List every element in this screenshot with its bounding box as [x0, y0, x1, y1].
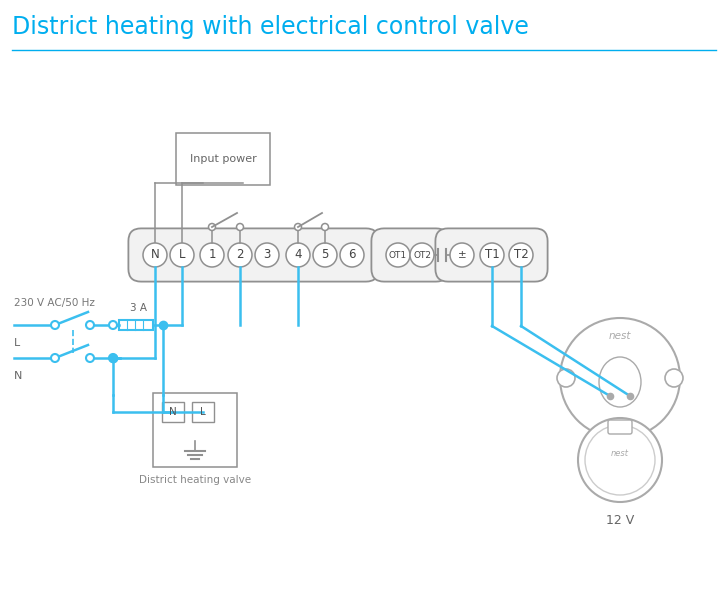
- Text: L: L: [200, 407, 206, 417]
- Text: 12 V: 12 V: [606, 514, 634, 527]
- FancyBboxPatch shape: [192, 402, 214, 422]
- Ellipse shape: [599, 357, 641, 407]
- Text: District heating with electrical control valve: District heating with electrical control…: [12, 15, 529, 39]
- Circle shape: [208, 223, 215, 230]
- Circle shape: [578, 418, 662, 502]
- FancyBboxPatch shape: [176, 133, 270, 185]
- Text: 230 V AC/50 Hz: 230 V AC/50 Hz: [14, 298, 95, 308]
- Text: nest: nest: [609, 331, 631, 341]
- Text: ±: ±: [458, 250, 467, 260]
- Circle shape: [86, 321, 94, 329]
- Circle shape: [51, 354, 59, 362]
- Circle shape: [322, 223, 328, 230]
- Text: L: L: [14, 338, 20, 348]
- FancyBboxPatch shape: [128, 229, 379, 282]
- FancyBboxPatch shape: [435, 229, 547, 282]
- Circle shape: [286, 243, 310, 267]
- Text: OT2: OT2: [413, 251, 431, 260]
- Circle shape: [386, 243, 410, 267]
- Circle shape: [313, 243, 337, 267]
- FancyBboxPatch shape: [153, 393, 237, 467]
- Circle shape: [480, 243, 504, 267]
- Circle shape: [557, 369, 575, 387]
- Circle shape: [143, 243, 167, 267]
- Circle shape: [51, 321, 59, 329]
- Text: T1: T1: [485, 248, 499, 261]
- Text: Input power: Input power: [189, 154, 256, 164]
- Text: 6: 6: [348, 248, 356, 261]
- Circle shape: [109, 354, 117, 362]
- FancyBboxPatch shape: [119, 320, 153, 330]
- Text: T2: T2: [514, 248, 529, 261]
- Text: 3 A: 3 A: [130, 303, 146, 313]
- Circle shape: [109, 321, 117, 329]
- Circle shape: [560, 318, 680, 438]
- Circle shape: [509, 243, 533, 267]
- Circle shape: [237, 223, 243, 230]
- Text: 1: 1: [208, 248, 215, 261]
- FancyBboxPatch shape: [371, 229, 448, 282]
- Circle shape: [450, 243, 474, 267]
- Circle shape: [228, 243, 252, 267]
- Circle shape: [410, 243, 434, 267]
- Text: nest: nest: [611, 450, 629, 459]
- Circle shape: [665, 369, 683, 387]
- FancyBboxPatch shape: [608, 420, 632, 434]
- Circle shape: [585, 425, 655, 495]
- Text: 4: 4: [294, 248, 301, 261]
- Text: 5: 5: [321, 248, 328, 261]
- Circle shape: [295, 223, 301, 230]
- Circle shape: [86, 354, 94, 362]
- Text: 3: 3: [264, 248, 271, 261]
- FancyBboxPatch shape: [162, 402, 184, 422]
- Text: L: L: [179, 248, 185, 261]
- Circle shape: [170, 243, 194, 267]
- Circle shape: [200, 243, 224, 267]
- Circle shape: [255, 243, 279, 267]
- Circle shape: [340, 243, 364, 267]
- Text: N: N: [169, 407, 177, 417]
- Text: 2: 2: [237, 248, 244, 261]
- Text: N: N: [14, 371, 23, 381]
- Text: N: N: [151, 248, 159, 261]
- Text: District heating valve: District heating valve: [139, 475, 251, 485]
- Text: OT1: OT1: [389, 251, 407, 260]
